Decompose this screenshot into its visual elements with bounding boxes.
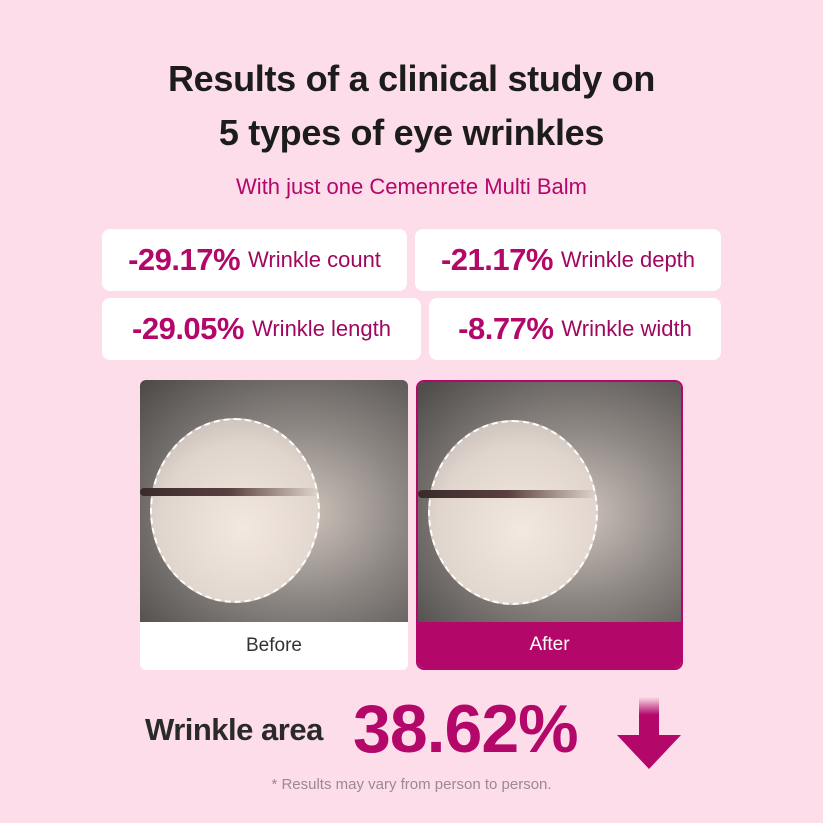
stat-value: -29.17% — [128, 242, 241, 277]
stat-card-width: -8.77% Wrinkle width — [429, 298, 721, 360]
subtitle: With just one Cemenrete Multi Balm — [236, 174, 587, 199]
stat-value: -8.77% — [458, 311, 554, 346]
disclaimer: * Results may vary from person to person… — [271, 776, 552, 793]
stat-label: Wrinkle length — [251, 316, 391, 341]
highlight-value: 38.62% — [353, 691, 579, 767]
title-line-2: 5 types of eye wrinkles — [218, 112, 605, 153]
zoom-circle — [428, 420, 598, 605]
zoom-circle — [150, 418, 320, 603]
stat-card-count: -29.17% Wrinkle count — [102, 229, 407, 291]
before-panel: Before — [140, 380, 408, 670]
stat-label: Wrinkle width — [561, 316, 692, 341]
eyelash — [140, 488, 320, 496]
after-panel: After — [416, 380, 683, 670]
stat-value: -21.17% — [440, 242, 553, 277]
stat-label: Wrinkle depth — [560, 247, 696, 272]
stat-label: Wrinkle count — [248, 247, 381, 272]
title-line-1: Results of a clinical study on — [167, 58, 656, 99]
highlight-label: Wrinkle area — [145, 712, 323, 747]
after-label: After — [418, 622, 681, 668]
arrow-down-icon — [617, 697, 681, 769]
stat-card-length: -29.05% Wrinkle length — [102, 298, 421, 360]
before-label: Before — [140, 622, 408, 670]
after-photo — [418, 382, 681, 622]
stat-card-depth: -21.17% Wrinkle depth — [415, 229, 721, 291]
eyelash — [418, 490, 598, 498]
stat-value: -29.05% — [132, 311, 244, 346]
before-photo — [140, 380, 408, 622]
